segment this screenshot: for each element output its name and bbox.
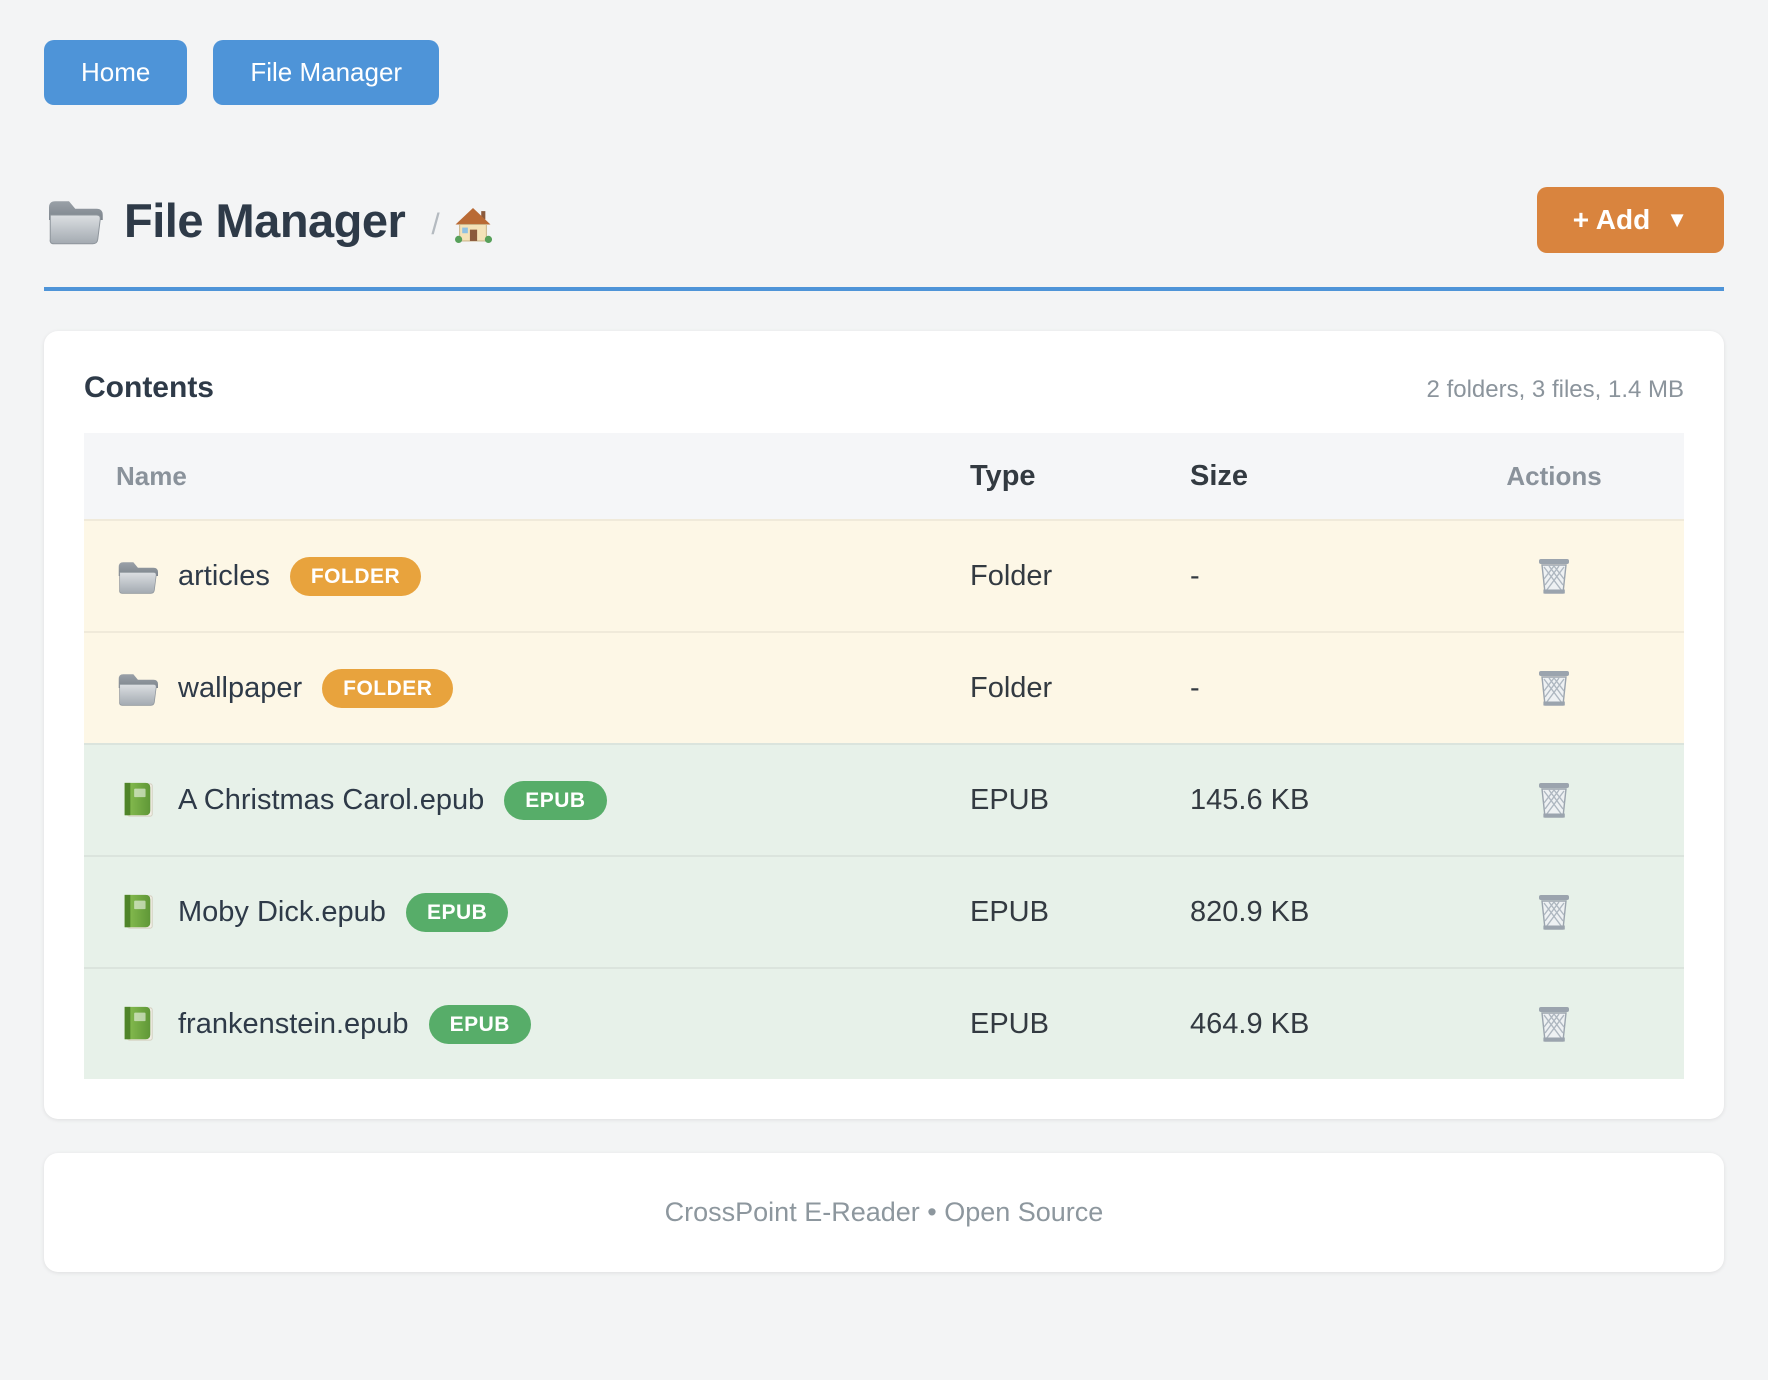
row-name-cell: frankenstein.epub EPUB xyxy=(84,1004,970,1044)
file-name: Moby Dick.epub xyxy=(178,895,386,928)
table-row-epub[interactable]: frankenstein.epub EPUB EPUB 464.9 KB xyxy=(84,967,1684,1079)
folder-icon xyxy=(118,561,158,594)
file-name: articles xyxy=(178,559,270,592)
title-divider xyxy=(44,287,1724,291)
page-header: File Manager / + Add ▼ xyxy=(44,187,1724,253)
row-type: EPUB xyxy=(970,895,1049,928)
row-name-cell: articles FOLDER xyxy=(84,556,970,596)
row-size: 820.9 KB xyxy=(1190,895,1310,928)
file-name: frankenstein.epub xyxy=(178,1007,409,1040)
column-header-type: Type xyxy=(970,459,1036,492)
table-row-epub[interactable]: Moby Dick.epub EPUB EPUB 820.9 KB xyxy=(84,855,1684,967)
home-icon[interactable] xyxy=(454,207,492,243)
row-size: - xyxy=(1190,671,1200,704)
file-table: Name Type Size Actions articles FOLDER F… xyxy=(84,433,1684,1079)
delete-button[interactable] xyxy=(1532,1000,1576,1048)
contents-title: Contents xyxy=(84,371,214,404)
column-header-name: Name xyxy=(116,460,187,491)
table-row-folder[interactable]: articles FOLDER Folder - xyxy=(84,519,1684,631)
row-name-cell: wallpaper FOLDER xyxy=(84,668,970,708)
top-nav: Home File Manager xyxy=(44,40,1724,105)
type-badge: EPUB xyxy=(504,780,607,820)
chevron-down-icon: ▼ xyxy=(1666,207,1688,232)
type-badge: EPUB xyxy=(405,892,509,932)
row-name-cell: Moby Dick.epub EPUB xyxy=(84,892,970,932)
trash-icon xyxy=(1538,558,1570,595)
contents-summary: 2 folders, 3 files, 1.4 MB xyxy=(1426,376,1684,403)
file-name: A Christmas Carol.epub xyxy=(178,783,485,816)
column-header-size: Size xyxy=(1190,459,1249,492)
type-badge: FOLDER xyxy=(289,556,422,596)
table-row-epub[interactable]: A Christmas Carol.epub EPUB EPUB 145.6 K… xyxy=(84,743,1684,855)
page: Home File Manager File Manager / + Add ▼… xyxy=(44,40,1724,1272)
row-actions-cell xyxy=(1480,1000,1628,1048)
row-size: 145.6 KB xyxy=(1190,783,1310,816)
delete-button[interactable] xyxy=(1532,888,1576,936)
type-badge: EPUB xyxy=(428,1004,531,1044)
book-icon xyxy=(124,1006,153,1041)
breadcrumb-separator: / xyxy=(431,208,440,241)
contents-card: Contents 2 folders, 3 files, 1.4 MB Name… xyxy=(44,331,1724,1119)
type-badge: FOLDER xyxy=(322,668,454,708)
footer-text: CrossPoint E-Reader • Open Source xyxy=(664,1197,1104,1227)
trash-icon xyxy=(1538,782,1570,819)
row-type: EPUB xyxy=(970,783,1049,816)
delete-button[interactable] xyxy=(1532,552,1576,600)
nav-home-button[interactable]: Home xyxy=(44,40,188,105)
contents-card-header: Contents 2 folders, 3 files, 1.4 MB xyxy=(84,371,1684,405)
table-body: articles FOLDER Folder - wallpaper FOLDE… xyxy=(84,519,1684,1079)
row-name-cell: A Christmas Carol.epub EPUB xyxy=(84,780,970,820)
page-title: File Manager xyxy=(124,193,406,247)
file-name: wallpaper xyxy=(178,671,303,704)
trash-icon xyxy=(1538,1006,1570,1043)
row-actions-cell xyxy=(1480,664,1628,712)
table-row-folder[interactable]: wallpaper FOLDER Folder - xyxy=(84,631,1684,743)
book-icon xyxy=(124,894,153,929)
column-header-actions: Actions xyxy=(1506,460,1602,491)
nav-file-manager-button[interactable]: File Manager xyxy=(213,40,440,105)
footer: CrossPoint E-Reader • Open Source xyxy=(44,1153,1724,1272)
trash-icon xyxy=(1538,670,1570,707)
row-type: EPUB xyxy=(970,1007,1049,1040)
book-icon xyxy=(124,782,153,817)
table-header-row: Name Type Size Actions xyxy=(84,433,1684,519)
folder-icon xyxy=(48,200,104,245)
add-button[interactable]: + Add ▼ xyxy=(1536,187,1724,253)
delete-button[interactable] xyxy=(1532,776,1576,824)
row-actions-cell xyxy=(1480,776,1628,824)
row-type: Folder xyxy=(970,671,1053,704)
row-type: Folder xyxy=(970,559,1053,592)
folder-icon xyxy=(118,673,158,706)
row-actions-cell xyxy=(1480,888,1628,936)
trash-icon xyxy=(1538,894,1570,931)
row-size: - xyxy=(1190,559,1200,592)
delete-button[interactable] xyxy=(1532,664,1576,712)
add-button-label: + Add xyxy=(1572,204,1651,235)
row-actions-cell xyxy=(1480,552,1628,600)
row-size: 464.9 KB xyxy=(1190,1007,1310,1040)
